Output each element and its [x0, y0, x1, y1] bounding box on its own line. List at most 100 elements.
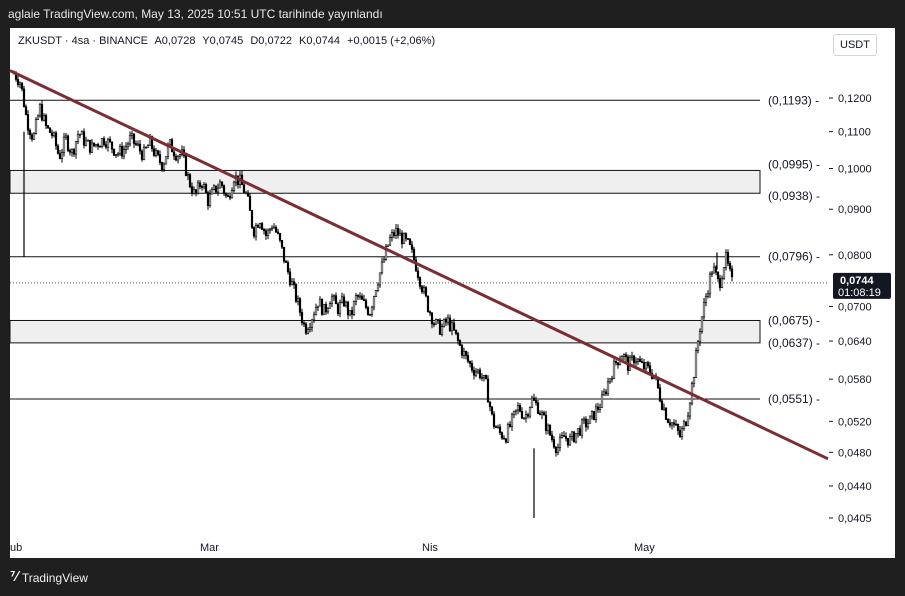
- candle-body: [304, 323, 308, 334]
- candle-body: [314, 307, 318, 316]
- candle-body: [460, 345, 464, 356]
- candle-body: [162, 163, 166, 170]
- candle-body: [488, 401, 492, 408]
- candle-body: [42, 115, 46, 121]
- x-tick-label: Nis: [422, 542, 438, 554]
- tradingview-logo-text: TradingView: [21, 570, 88, 585]
- candle-body: [568, 436, 572, 446]
- candle-body: [34, 119, 38, 134]
- candle-body: [708, 273, 712, 295]
- candle-body: [416, 270, 420, 278]
- candle-body: [444, 318, 448, 323]
- candle-body: [648, 365, 652, 374]
- candle-body: [498, 426, 502, 433]
- candle-body: [686, 415, 690, 426]
- candle-body: [348, 310, 352, 316]
- candle-body: [428, 311, 432, 314]
- candle-body: [274, 226, 278, 233]
- candle-body: [682, 421, 686, 429]
- candle-body: [464, 351, 468, 356]
- candle-body: [598, 407, 602, 410]
- candle-body: [454, 329, 458, 334]
- candle-body: [612, 360, 616, 379]
- candle-body: [680, 428, 684, 437]
- candle-body: [172, 151, 176, 157]
- candle-body: [500, 432, 504, 439]
- legend-low: D0,0722: [250, 35, 292, 47]
- candle-body: [110, 141, 114, 150]
- symbol-legend: ZKUSDT · 4sa · BINANCE A0,0728 Y0,0745 D…: [18, 35, 439, 47]
- candle-body: [128, 135, 132, 145]
- candle-body: [606, 381, 610, 395]
- candle-body: [532, 397, 536, 401]
- candle-body: [588, 415, 592, 424]
- candle-body: [420, 286, 424, 293]
- candle-body: [716, 271, 720, 279]
- candle-body: [364, 300, 368, 308]
- candle-body: [164, 156, 168, 165]
- candle-body: [590, 411, 594, 417]
- candle-body: [252, 227, 256, 237]
- candle-body: [430, 312, 434, 325]
- candle-body: [104, 144, 108, 148]
- candle-body: [84, 140, 88, 146]
- tradingview-logo[interactable]: ⁷⁄ TradingView: [10, 570, 88, 585]
- candle-body: [174, 155, 178, 161]
- candle-body: [224, 193, 228, 196]
- candle-body: [268, 228, 272, 231]
- candle-body: [70, 149, 74, 153]
- candle-body: [202, 184, 206, 188]
- current-price-tag: [833, 272, 891, 299]
- candle-body: [494, 426, 498, 428]
- y-tick-label: 0,0580: [838, 374, 872, 386]
- candle-body: [576, 428, 580, 434]
- zone-0: [9, 169, 761, 194]
- candle-body: [370, 306, 374, 315]
- candle-body: [526, 414, 530, 417]
- candle-body: [604, 391, 608, 395]
- currency-unit-button[interactable]: USDT: [833, 34, 877, 56]
- candle-body: [484, 375, 488, 380]
- candle-body: [414, 259, 418, 272]
- candle-body: [562, 435, 566, 437]
- candle-body: [496, 426, 500, 429]
- candle-body: [412, 248, 416, 261]
- candle-body: [586, 423, 590, 428]
- candle-body: [426, 295, 430, 313]
- candle-body: [358, 295, 362, 298]
- level-label-3: (0,0796) -: [768, 250, 820, 264]
- candle-body: [702, 302, 706, 318]
- horizontal-levels: (0,1193) - (0,0995) - (0,0938) - (0,0796) -…: [10, 93, 828, 406]
- candle-body: [344, 301, 348, 307]
- y-tick-label: 0,0440: [838, 481, 872, 493]
- x-tick-label: Mar: [200, 542, 219, 554]
- candle-body: [68, 150, 72, 153]
- candle-body: [246, 192, 250, 197]
- candle-body: [258, 223, 262, 228]
- candle-body: [40, 104, 44, 121]
- level-label-6: (0,0551) -: [768, 392, 820, 406]
- candle-body: [480, 377, 484, 379]
- candle-body: [92, 142, 96, 147]
- candle-body: [108, 138, 112, 143]
- x-tick-label: May: [634, 542, 655, 554]
- candle-body: [154, 150, 158, 156]
- candle-body: [616, 362, 620, 366]
- candle-body: [688, 402, 692, 417]
- candle-body: [540, 412, 544, 416]
- candle-body: [188, 174, 192, 188]
- candle-body: [418, 277, 422, 287]
- candle-body: [548, 424, 552, 436]
- candle-body: [336, 303, 340, 314]
- candle-body: [306, 329, 310, 334]
- candle-body: [146, 145, 150, 148]
- candle-body: [566, 438, 570, 446]
- candle-body: [220, 181, 224, 186]
- candle-body: [470, 363, 474, 371]
- candle-body: [72, 149, 76, 155]
- candles: [12, 70, 734, 518]
- candle-body: [668, 422, 672, 426]
- candle-body: [292, 281, 296, 285]
- candle-body: [256, 225, 260, 228]
